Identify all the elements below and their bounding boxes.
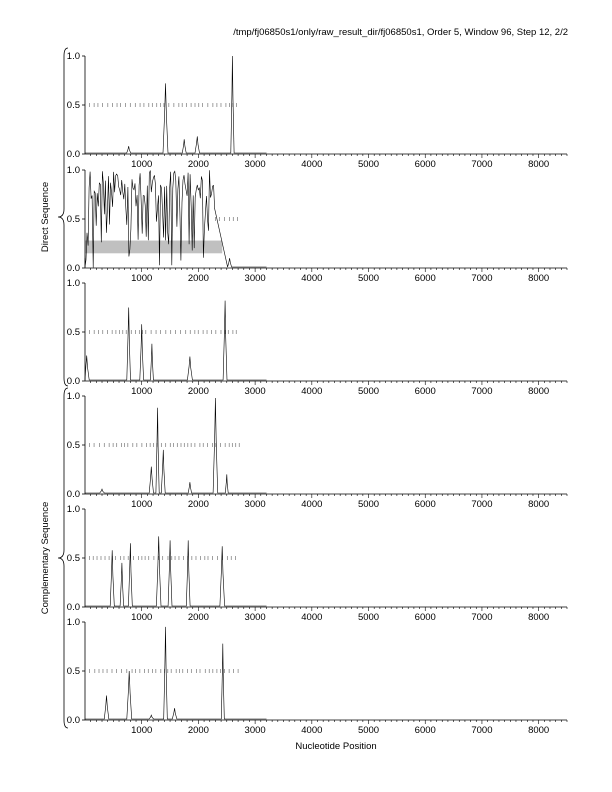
x-tick-label: 6000 bbox=[415, 612, 436, 623]
x-tick-label: 3000 bbox=[245, 273, 266, 284]
x-tick-label: 7000 bbox=[471, 273, 492, 284]
x-tick-label: 5000 bbox=[358, 386, 379, 397]
x-tick-label: 8000 bbox=[528, 725, 549, 736]
x-tick-label: 6000 bbox=[415, 499, 436, 510]
x-tick-label: 4000 bbox=[301, 612, 322, 623]
x-tick-label: 6000 bbox=[415, 725, 436, 736]
y-tick-label: 0.0 bbox=[67, 489, 80, 500]
x-tick-label: 2000 bbox=[188, 273, 209, 284]
x-tick-label: 2000 bbox=[188, 499, 209, 510]
score-trace bbox=[85, 55, 267, 154]
x-tick-label: 1000 bbox=[131, 273, 152, 284]
x-tick-label: 5000 bbox=[358, 159, 379, 170]
x-tick-label: 4000 bbox=[301, 725, 322, 736]
y-tick-label: 0.0 bbox=[67, 149, 80, 160]
x-tick-label: 4000 bbox=[301, 499, 322, 510]
score-trace bbox=[85, 536, 267, 607]
x-tick-label: 4000 bbox=[301, 273, 322, 284]
score-trace bbox=[85, 397, 267, 494]
score-trace bbox=[85, 626, 267, 720]
x-tick-label: 1000 bbox=[131, 159, 152, 170]
x-tick-label: 7000 bbox=[471, 612, 492, 623]
direct-sequence-label: Direct Sequence bbox=[40, 182, 51, 252]
x-tick-label: 7000 bbox=[471, 386, 492, 397]
x-tick-label: 2000 bbox=[188, 159, 209, 170]
complementary-sequence-bracket bbox=[57, 387, 69, 729]
orf-highlight-band bbox=[85, 240, 223, 254]
y-tick-label: 1.0 bbox=[67, 51, 80, 62]
x-tick-label: 7000 bbox=[471, 499, 492, 510]
x-tick-label: 5000 bbox=[358, 499, 379, 510]
y-tick-label: 0.0 bbox=[67, 715, 80, 726]
y-tick-label: 0.0 bbox=[67, 376, 80, 387]
y-tick-label: 0.0 bbox=[67, 263, 80, 274]
x-tick-label: 1000 bbox=[131, 386, 152, 397]
y-tick-label: 0.0 bbox=[67, 602, 80, 613]
x-tick-label: 8000 bbox=[528, 612, 549, 623]
x-tick-label: 3000 bbox=[245, 725, 266, 736]
complementary-sequence-label: Complementary Sequence bbox=[40, 502, 51, 614]
y-tick-label: 1.0 bbox=[67, 617, 80, 628]
page-title: /tmp/fj06850s1/only/raw_result_dir/fj068… bbox=[233, 27, 568, 38]
x-tick-label: 6000 bbox=[415, 273, 436, 284]
y-tick-label: 0.5 bbox=[67, 214, 80, 225]
x-tick-label: 2000 bbox=[188, 612, 209, 623]
x-tick-label: 8000 bbox=[528, 273, 549, 284]
x-tick-label: 8000 bbox=[528, 386, 549, 397]
x-tick-label: 6000 bbox=[415, 386, 436, 397]
x-tick-label: 4000 bbox=[301, 386, 322, 397]
x-tick-label: 5000 bbox=[358, 612, 379, 623]
x-tick-label: 7000 bbox=[471, 159, 492, 170]
y-tick-label: 1.0 bbox=[67, 278, 80, 289]
score-trace bbox=[84, 170, 267, 268]
x-tick-label: 3000 bbox=[245, 159, 266, 170]
x-axis-title: Nucleotide Position bbox=[295, 741, 376, 752]
y-tick-label: 1.0 bbox=[67, 391, 80, 402]
direct-sequence-bracket bbox=[57, 47, 69, 387]
y-tick-label: 0.5 bbox=[67, 553, 80, 564]
x-tick-label: 5000 bbox=[358, 273, 379, 284]
x-tick-label: 2000 bbox=[188, 725, 209, 736]
y-tick-label: 0.5 bbox=[67, 100, 80, 111]
x-tick-label: 8000 bbox=[528, 499, 549, 510]
y-tick-label: 0.5 bbox=[67, 666, 80, 677]
y-tick-label: 1.0 bbox=[67, 504, 80, 515]
y-tick-label: 1.0 bbox=[67, 165, 80, 176]
x-tick-label: 2000 bbox=[188, 386, 209, 397]
x-tick-label: 3000 bbox=[245, 499, 266, 510]
x-tick-label: 3000 bbox=[245, 386, 266, 397]
score-trace bbox=[84, 300, 267, 381]
x-tick-label: 1000 bbox=[131, 612, 152, 623]
x-tick-label: 8000 bbox=[528, 159, 549, 170]
y-tick-label: 0.5 bbox=[67, 440, 80, 451]
x-tick-label: 3000 bbox=[245, 612, 266, 623]
x-tick-label: 4000 bbox=[301, 159, 322, 170]
x-tick-label: 1000 bbox=[131, 725, 152, 736]
x-tick-label: 5000 bbox=[358, 725, 379, 736]
x-tick-label: 7000 bbox=[471, 725, 492, 736]
x-tick-label: 6000 bbox=[415, 159, 436, 170]
y-tick-label: 0.5 bbox=[67, 327, 80, 338]
x-tick-label: 1000 bbox=[131, 499, 152, 510]
